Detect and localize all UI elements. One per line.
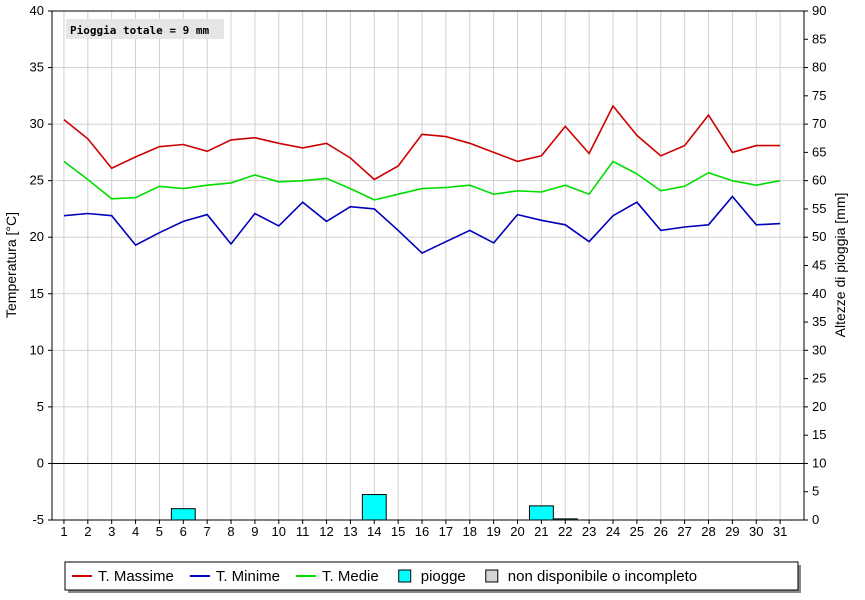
x-tick-label: 29 — [725, 524, 739, 539]
rain-bar — [170, 508, 196, 521]
y-right-tick-label: 35 — [812, 314, 826, 329]
legend-label: non disponibile o incompleto — [508, 568, 697, 585]
x-tick-label: 15 — [391, 524, 405, 539]
y-axis-left: -5 0 5 10 15 20 25 30 35 40 — [30, 3, 52, 527]
x-tick-label: 1 — [60, 524, 67, 539]
y-left-tick-label: 5 — [37, 399, 44, 414]
x-tick-label: 25 — [630, 524, 644, 539]
y-right-tick-label: 25 — [812, 371, 826, 386]
legend-swatch-box — [398, 569, 412, 583]
legend-label: T. Medie — [322, 568, 379, 585]
x-tick-label: 26 — [654, 524, 668, 539]
x-tick-label: 14 — [367, 524, 381, 539]
y-left-tick-label: 30 — [30, 116, 44, 131]
y-left-tick-label: -5 — [32, 512, 44, 527]
annotation-box — [66, 19, 224, 39]
annotation-text: Pioggia totale = 9 mm — [70, 24, 209, 37]
x-tick-label: 6 — [180, 524, 187, 539]
y-right-tick-label: 10 — [812, 455, 826, 470]
x-tick-label: 9 — [251, 524, 258, 539]
legend-items: T. Massime T. Minime T. Medie piogge non dis… — [72, 568, 697, 585]
y-left-tick-label: 35 — [30, 60, 44, 75]
x-tick-label: 22 — [558, 524, 572, 539]
x-tick-label: 19 — [486, 524, 500, 539]
x-tick-label: 13 — [343, 524, 357, 539]
legend: T. Massime T. Minime T. Medie piogge non dis… — [64, 561, 801, 593]
y-left-tick-label: 10 — [30, 342, 44, 357]
y-right-tick-label: 75 — [812, 88, 826, 103]
x-tick-label: 4 — [132, 524, 139, 539]
x-tick-label: 16 — [415, 524, 429, 539]
x-tick-label: 30 — [749, 524, 763, 539]
x-tick-label: 8 — [227, 524, 234, 539]
x-tick-label: 21 — [534, 524, 548, 539]
legend-box — [64, 561, 799, 591]
y-right-tick-label: 40 — [812, 286, 826, 301]
grid — [52, 11, 804, 520]
legend-label: piogge — [421, 568, 466, 585]
y-axis-left-title: Temperatura [°C] — [3, 212, 19, 318]
y-left-tick-label: 20 — [30, 229, 44, 244]
y-left-tick-label: 25 — [30, 173, 44, 188]
series-lines — [63, 104, 781, 255]
y-right-tick-label: 5 — [812, 484, 819, 499]
y-left-tick-label: 0 — [37, 455, 44, 470]
y-right-tick-label: 30 — [812, 342, 826, 357]
x-tick-label: 24 — [606, 524, 620, 539]
y-right-tick-label: 45 — [812, 258, 826, 273]
y-right-tick-label: 90 — [812, 3, 826, 18]
y-right-tick-label: 85 — [812, 31, 826, 46]
legend-label: T. Massime — [98, 568, 174, 585]
x-tick-label: 7 — [204, 524, 211, 539]
rain-bars — [170, 494, 578, 521]
y-right-tick-label: 50 — [812, 229, 826, 244]
rain-bar — [528, 505, 554, 521]
rain-total-annotation: Pioggia totale = 9 mm — [66, 19, 224, 39]
plot-area — [52, 11, 804, 520]
x-tick-label: 12 — [319, 524, 333, 539]
y-right-tick-label: 80 — [812, 60, 826, 75]
y-axis-right-title: Altezze di pioggia [mm] — [832, 193, 848, 338]
x-tick-label: 23 — [582, 524, 596, 539]
legend-swatch-box — [485, 569, 499, 583]
y-right-tick-label: 65 — [812, 144, 826, 159]
y-right-tick-label: 70 — [812, 116, 826, 131]
x-tick-label: 2 — [84, 524, 91, 539]
x-tick-label: 10 — [272, 524, 286, 539]
y-right-tick-label: 0 — [812, 512, 819, 527]
y-left-tick-label: 40 — [30, 3, 44, 18]
rain-bar — [361, 494, 387, 521]
y-right-tick-label: 55 — [812, 201, 826, 216]
line-t-massime — [63, 104, 781, 181]
x-tick-label: 27 — [677, 524, 691, 539]
x-tick-label: 18 — [463, 524, 477, 539]
y-right-tick-label: 20 — [812, 399, 826, 414]
x-axis: 1 2 3 4 5 6 7 8 9 10 11 12 13 14 15 16 17 18 19 20 21 22 23 24 2… — [60, 520, 787, 539]
y-left-tick-label: 15 — [30, 286, 44, 301]
x-tick-label: 17 — [439, 524, 453, 539]
x-tick-label: 11 — [296, 524, 310, 539]
y-right-tick-label: 15 — [812, 427, 826, 442]
legend-label: T. Minime — [216, 568, 280, 585]
x-tick-label: 20 — [510, 524, 524, 539]
x-tick-label: 31 — [773, 524, 787, 539]
x-tick-label: 3 — [108, 524, 115, 539]
x-tick-label: 28 — [701, 524, 715, 539]
line-t-minime — [63, 195, 781, 255]
y-axis-right: 0 5 10 15 20 25 30 35 40 45 50 55 60 65 70 75 80 85 90 — [804, 3, 826, 527]
line-t-medie — [63, 160, 781, 201]
x-tick-label: 5 — [156, 524, 163, 539]
y-right-tick-label: 60 — [812, 173, 826, 188]
